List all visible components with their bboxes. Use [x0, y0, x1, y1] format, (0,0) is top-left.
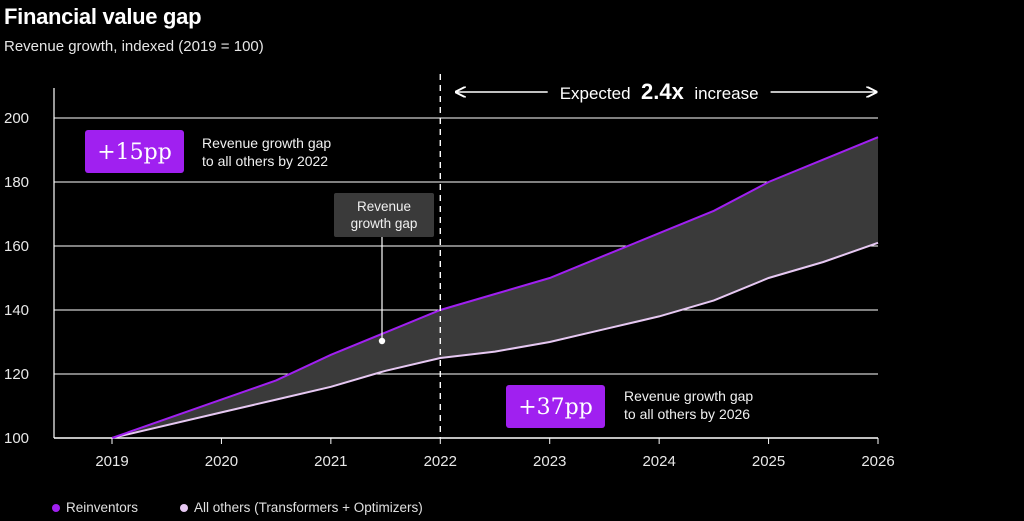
y-tick-label-160: 160 [4, 238, 29, 255]
badge-15pp [85, 130, 184, 173]
expected-suffix: increase [694, 84, 758, 103]
gap-callout-box [334, 193, 434, 237]
x-tick-label-2022: 2022 [424, 453, 457, 470]
badge-37pp-value: +37pp [518, 395, 593, 420]
legend-dot-icon [180, 503, 189, 512]
x-tick-label-2019: 2019 [95, 453, 128, 470]
expected-increase-label: Expected 2.4x increase [560, 79, 759, 104]
y-tick-label-100: 100 [4, 430, 29, 447]
x-tick-label-2020: 2020 [205, 453, 238, 470]
badge-37pp-note-line1: Revenue growth gap [624, 388, 753, 404]
x-tick-label-2025: 2025 [752, 453, 785, 470]
badge-37pp [506, 385, 605, 428]
series-line-reinventors [111, 136, 879, 439]
expected-prefix: Expected [560, 84, 631, 103]
expected-value: 2.4x [641, 79, 685, 104]
legend-item-all-others: All others (Transformers + Optimizers) [180, 500, 423, 515]
y-tick-label-200: 200 [4, 110, 29, 127]
gap-callout-line1: Revenue [357, 199, 411, 214]
revenue-gap-area [112, 137, 878, 438]
legend-label-reinventors: Reinventors [66, 500, 139, 515]
badge-15pp-note-line1: Revenue growth gap [202, 135, 331, 151]
gap-callout-line2: growth gap [351, 216, 418, 231]
chart-title: Financial value gap [4, 4, 202, 29]
badge-37pp-note-line2: to all others by 2026 [624, 406, 750, 422]
y-tick-label-140: 140 [4, 302, 29, 319]
x-tick-label-2026: 2026 [861, 453, 894, 470]
legend-item-reinventors: Reinventors [52, 500, 138, 515]
legend: Reinventors All others (Transformers + O… [52, 500, 423, 515]
gap-callout-dot [378, 337, 386, 345]
chart-subtitle: Revenue growth, indexed (2019 = 100) [4, 38, 264, 55]
x-tick-label-2023: 2023 [533, 453, 566, 470]
y-tick-label-180: 180 [4, 174, 29, 191]
badge-15pp-value: +15pp [97, 140, 172, 165]
x-tick-label-2024: 2024 [642, 453, 675, 470]
series-line-all-others [111, 241, 879, 439]
y-tick-label-120: 120 [4, 366, 29, 383]
legend-dot-icon [52, 503, 60, 512]
badge-15pp-note-line2: to all others by 2022 [202, 153, 328, 169]
x-tick-label-2021: 2021 [314, 453, 347, 470]
legend-label-all-others: All others (Transformers + Optimizers) [194, 500, 423, 515]
